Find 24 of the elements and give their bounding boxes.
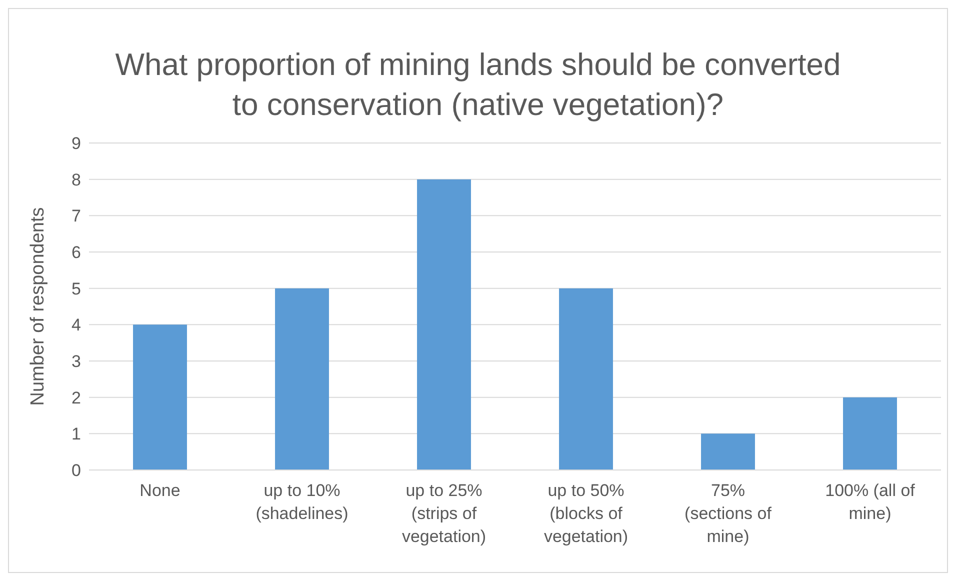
y-tick-label: 8 [72, 170, 81, 190]
bar [559, 288, 613, 470]
bar [133, 324, 187, 470]
y-tick-label: 5 [72, 279, 81, 298]
y-tick-label: 2 [72, 388, 81, 408]
x-tick-label: 75% (sections of mine) [684, 481, 772, 546]
bar [843, 397, 897, 470]
y-tick-label: 4 [72, 316, 81, 335]
y-axis-title: Number of respondents [28, 207, 49, 406]
x-tick-label: up to 50% (blocks of vegetation) [544, 481, 628, 546]
y-tick-label: 0 [72, 461, 81, 480]
y-tick-label: 1 [72, 424, 81, 444]
y-tick-label: 6 [72, 243, 81, 262]
bar [275, 288, 329, 470]
bar [701, 434, 755, 470]
bar [417, 179, 471, 470]
x-tick-label: None [140, 481, 180, 500]
y-tick-label: 3 [72, 352, 81, 372]
chart-title: What proportion of mining lands should be converted to conservation (native vegetation)? [114, 46, 842, 124]
x-tick-label: 100% (all of mine) [825, 481, 916, 523]
y-tick-label: 9 [72, 134, 81, 154]
x-tick-label: up to 10% (shadelines) [256, 481, 348, 523]
x-tick-label: up to 25% (strips of vegetation) [402, 481, 486, 546]
y-tick-label: 7 [72, 206, 81, 226]
